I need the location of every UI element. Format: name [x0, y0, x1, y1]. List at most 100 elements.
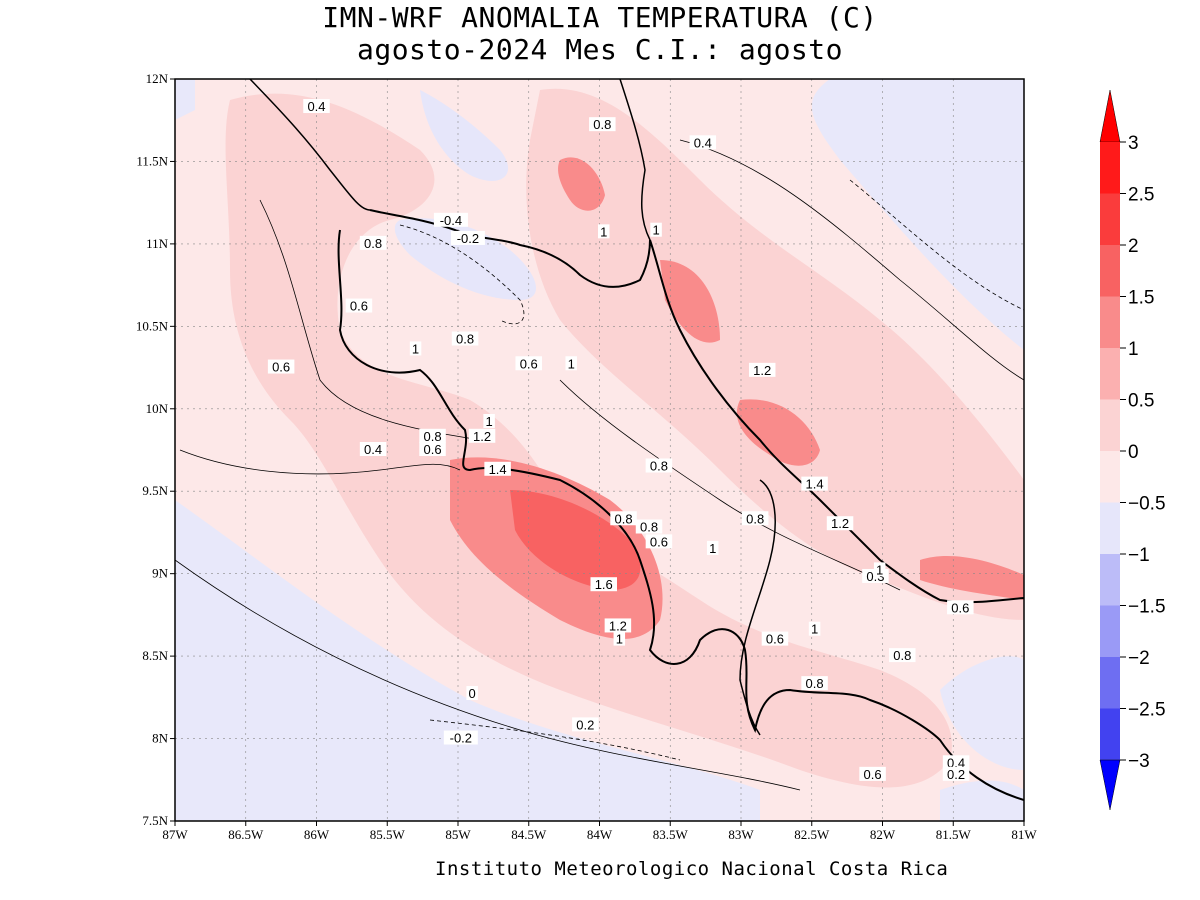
contour-label: 0.4: [307, 99, 325, 114]
contour-label: 0.8: [746, 511, 764, 526]
contour-label-bg: [267, 359, 295, 374]
field-pos-15-caribbean: [660, 260, 720, 343]
field-pos-15-limon: [736, 399, 820, 466]
contour-label-bg: [419, 442, 446, 456]
contour-label: 0.6: [951, 600, 969, 615]
title-line-2: agosto-2024 Mes C.I.: agosto: [356, 33, 843, 66]
contour-label-bg: [801, 676, 828, 691]
contour-label: 1: [616, 632, 623, 647]
contour-label-bg: [409, 341, 422, 356]
contour-label-bg: [589, 117, 616, 132]
contour-label-bg: [610, 511, 637, 526]
lon-tick-label: 83W: [728, 827, 754, 842]
contour-line-neg-lake: [399, 224, 525, 325]
contour-label: 1: [652, 223, 659, 238]
contour-label: 0.4: [364, 442, 382, 457]
contour-label-bg: [808, 621, 821, 636]
contour-line-neg02: [429, 719, 681, 761]
lat-tick-label: 7.5N: [142, 813, 168, 828]
contour-label: 1: [486, 414, 493, 429]
field-negative-northeast: [811, 79, 1024, 350]
contour-label-bg: [451, 331, 479, 346]
lon-tick-label: 86.5W: [228, 827, 264, 842]
contour-label: 1.4: [806, 477, 824, 492]
colorbar-segment: [1100, 193, 1120, 245]
lon-tick-label: 86W: [304, 827, 330, 842]
lon-tick-label: 82W: [870, 827, 896, 842]
contour-label-bg: [761, 631, 789, 646]
colorbar-label: 2.5: [1128, 185, 1154, 206]
contour-label: 0.2: [947, 767, 965, 782]
contour-label-bg: [873, 562, 886, 577]
field-pos-2-osa: [510, 490, 641, 590]
lon-tick-label: 81W: [1011, 827, 1037, 842]
contour-label-bg: [613, 631, 626, 646]
contour-label: 0.6: [650, 534, 668, 549]
contour-label-bg: [801, 476, 828, 491]
contour-label: 0.8: [893, 648, 911, 663]
contour-label: 0.4: [694, 135, 712, 150]
colorbar-segment: [1100, 554, 1120, 606]
colorbar-under-arrow: [1099, 759, 1121, 811]
contour-label: 1: [600, 224, 607, 239]
contour-label-bg: [515, 356, 542, 371]
title-line-1: IMN-WRF ANOMALIA TEMPERATURA (C): [322, 1, 878, 34]
contour-label: 1.6: [595, 577, 613, 592]
contour-label-bg: [635, 519, 663, 534]
contour-labels: 0.40.80.60.610.80.6 10.40.80.61.211.4-0.4…: [267, 99, 974, 782]
coastline-nicaragua-caribbean: [619, 79, 651, 241]
colorbar-label: −2: [1128, 648, 1150, 669]
contour-label-bg: [748, 362, 776, 377]
contour-label-bg: [572, 717, 599, 732]
colorbar-segment: [1100, 348, 1120, 400]
colorbar-segment: [1100, 451, 1120, 503]
field-pos-05-west: [225, 93, 952, 788]
field-negative-corner: [175, 79, 195, 120]
colorbar-label: −0.5: [1128, 494, 1166, 515]
contour-label: 0.6: [272, 360, 290, 375]
credit-text: Instituto Meteorologico Nacional Costa R…: [435, 858, 949, 880]
contour-label: 0.2: [576, 717, 594, 732]
contour-label-bg: [741, 511, 769, 526]
lat-tick-label: 9N: [152, 566, 169, 581]
contour-label-bg: [359, 442, 387, 456]
lat-tick-label: 11N: [146, 236, 169, 251]
field-negative-se2: [940, 780, 1024, 821]
colorbar-label: 0.5: [1128, 391, 1154, 412]
contour-label: 0.6: [350, 299, 368, 314]
colorbar-segment: [1100, 399, 1120, 451]
field-negative-lake: [394, 218, 537, 300]
contour-label: 1.2: [831, 516, 849, 531]
contour-label: 0.8: [456, 332, 474, 347]
field-pos-15-panama: [920, 555, 1024, 600]
contour-line-0: [175, 559, 801, 791]
contour-label-bg: [443, 730, 478, 745]
lon-tick-label: 81.5W: [936, 827, 972, 842]
contour-label-bg: [650, 222, 662, 237]
contour-label: 0.6: [423, 442, 441, 457]
contour-label: 1: [568, 356, 575, 371]
contour-label: 0.6: [520, 356, 538, 371]
lat-tick-label: 9.5N: [142, 483, 168, 498]
contour-label: 0.8: [423, 429, 441, 444]
lon-tick-label: 84W: [587, 827, 613, 842]
lon-tick-label: 83.5W: [653, 827, 689, 842]
colorbar-segment: [1100, 605, 1120, 657]
contour-label: 0.6: [766, 632, 784, 647]
contour-label-bg: [689, 135, 717, 150]
colorbar-label: 3: [1128, 133, 1139, 154]
contour-label-bg: [303, 99, 330, 114]
contour-label: 1: [709, 541, 716, 556]
contour-line-04-east: [679, 139, 1024, 381]
colorbar-segment: [1100, 142, 1120, 194]
contour-label: 0.4: [947, 755, 965, 770]
contour-label-bg: [645, 458, 673, 473]
colorbar-label: 1: [1128, 339, 1139, 360]
field-negative-south: [175, 500, 760, 821]
contour-label: 1: [412, 341, 419, 356]
field-negative-southeast: [940, 656, 1024, 770]
contour-label-bg: [706, 540, 719, 555]
coastline-pacific: [337, 229, 1024, 801]
contour-label: 1: [811, 622, 818, 637]
